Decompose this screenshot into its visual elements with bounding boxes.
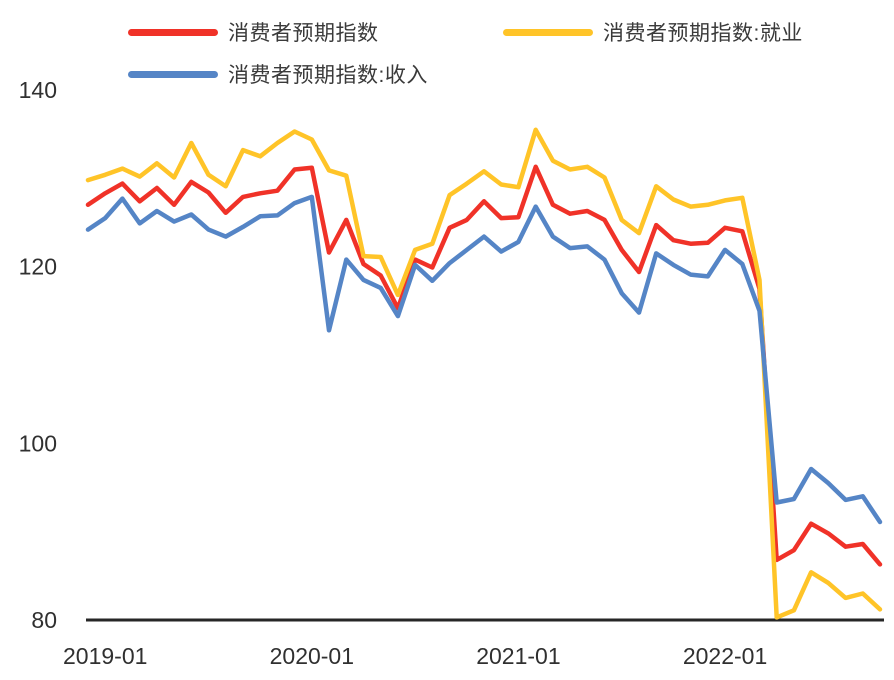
legend-item-employment: 消费者预期指数:就业 (503, 17, 803, 47)
series-line-2 (85, 194, 883, 525)
x-axis-tick-label: 2022-01 (683, 643, 767, 669)
y-axis-tick-label: 120 (19, 254, 57, 280)
chart-legend: 消费者预期指数 消费者预期指数:就业 消费者预期指数:收入 (0, 0, 894, 90)
legend-item-income: 消费者预期指数:收入 (128, 59, 428, 89)
x-axis-tick-label: 2019-01 (63, 643, 147, 669)
legend-swatch-employment (503, 28, 593, 36)
legend-swatch-income (128, 70, 218, 78)
series-line-0 (85, 164, 883, 567)
x-axis-tick-label: 2020-01 (270, 643, 354, 669)
y-axis-tick-label: 140 (19, 77, 57, 103)
legend-swatch-expectation (128, 28, 218, 36)
legend-item-expectation: 消费者预期指数 (128, 17, 379, 47)
y-axis-tick-label: 100 (19, 430, 57, 456)
legend-label-expectation: 消费者预期指数 (228, 22, 379, 45)
y-axis-tick-label: 80 (31, 607, 57, 633)
legend-label-income: 消费者预期指数:收入 (228, 64, 428, 87)
series-line-1 (85, 127, 883, 620)
legend-label-employment: 消费者预期指数:就业 (603, 22, 803, 45)
x-axis-tick-label: 2021-01 (476, 643, 560, 669)
